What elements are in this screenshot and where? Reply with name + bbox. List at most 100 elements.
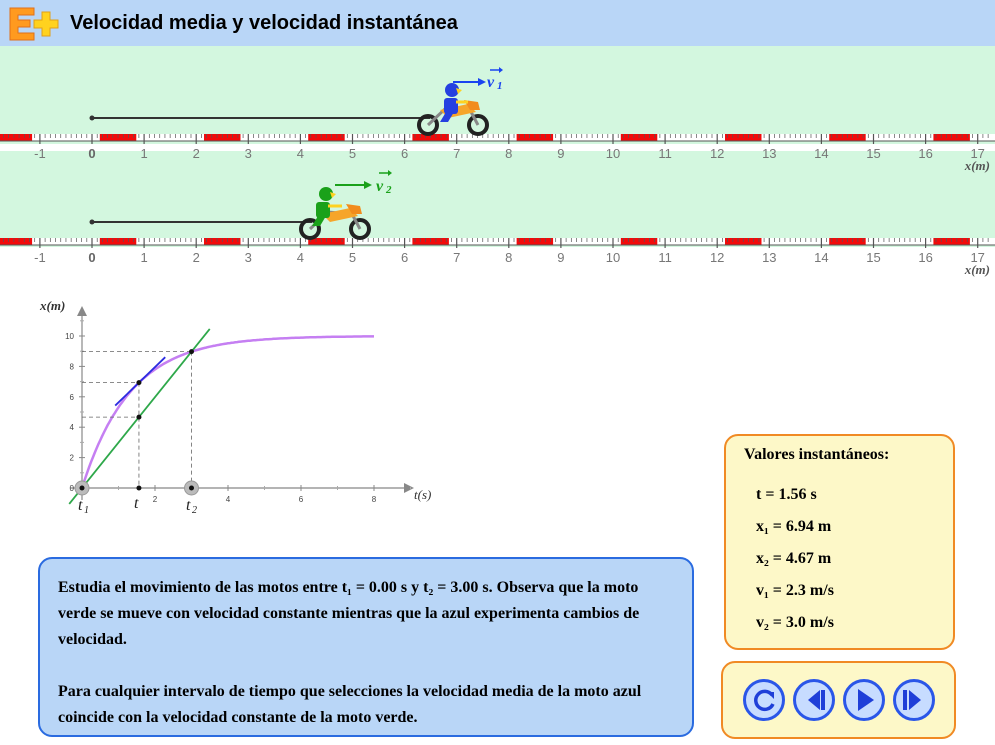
- lane-bike-1: [0, 46, 995, 144]
- step-forward-icon: [903, 690, 921, 710]
- app-header: Velocidad media y velocidad instantánea: [0, 0, 995, 46]
- playback-controls: [721, 661, 956, 739]
- ruler-tick-label: 7: [453, 146, 460, 161]
- step-back-icon: [808, 690, 825, 710]
- ruler-tick-label: 15: [866, 146, 880, 161]
- graph-x-tick-label: 4: [226, 495, 231, 504]
- t2-marker-label: t: [186, 497, 191, 514]
- ruler-tick-label: 17: [970, 250, 984, 265]
- ruler-tick-label: 16: [918, 146, 932, 161]
- description-paragraph-2: Para cualquier intervalo de tiempo que s…: [58, 683, 642, 726]
- graph-y-tick-label: 0: [70, 484, 75, 493]
- t1-handle-dot: [79, 485, 85, 491]
- ruler-lane-2: -1 0 1 2 3 4 5 6 7 8 9 10 11 12 13 14 15 16 17x(m): [0, 238, 995, 277]
- description-panel: Estudia el movimiento de las motos entre…: [38, 557, 694, 737]
- v1-label: v: [487, 74, 495, 91]
- graph-y-tick-label: 4: [70, 423, 75, 432]
- graph-y-tick-label: 2: [70, 454, 75, 463]
- ruler-tick-label: 16: [918, 250, 932, 265]
- value-x1: x₁ = 6.94 m: [756, 518, 832, 535]
- graph-y-arrow: [77, 306, 87, 316]
- position-time-graph: x(m) t(s) 0 2 4 6 8 10 2 4 6 8 t 1 t t 2: [39, 298, 431, 516]
- ruler-tick-label: 11: [658, 146, 672, 161]
- value-v2: v₂ = 3.0 m/s: [756, 614, 834, 631]
- v2-subscript: 2: [385, 184, 392, 196]
- ruler-tick-label: 3: [245, 146, 252, 161]
- ruler-axis-label: x(m): [964, 158, 990, 173]
- ruler-tick-label: 0: [88, 146, 95, 161]
- graph-y-tick-label: 6: [70, 393, 75, 402]
- ruler-tick-label: 17: [970, 146, 984, 161]
- play-button[interactable]: [843, 679, 885, 721]
- green-motorbike[interactable]: [299, 187, 371, 240]
- e-plus-logo: [9, 7, 59, 41]
- ruler-tick-label: 3: [245, 250, 252, 265]
- graph-x-axis-label: t(s): [414, 487, 431, 502]
- ruler-tick-label: 0: [88, 250, 95, 265]
- ruler-tick-label: 14: [814, 250, 828, 265]
- ruler-tick-label: 8: [505, 146, 512, 161]
- page-title: Velocidad media y velocidad instantánea: [70, 12, 458, 34]
- step-back-button[interactable]: [793, 679, 835, 721]
- bike-1-trail-start: [89, 115, 95, 121]
- blue-motorbike[interactable]: [417, 83, 489, 136]
- ruler-tick-label: 7: [453, 250, 460, 265]
- lane-bike-2: [0, 151, 995, 247]
- t-marker-label: t: [134, 495, 139, 512]
- t-handle[interactable]: [136, 485, 142, 491]
- ruler-tick-label: 13: [762, 146, 776, 161]
- ruler-tick-label: 4: [297, 250, 304, 265]
- ruler-tick-label: 10: [606, 146, 620, 161]
- t2-handle-dot: [189, 485, 194, 491]
- ruler-strip: [0, 238, 995, 245]
- value-x2: x₂ = 4.67 m: [756, 550, 832, 567]
- ruler-tick-label: 8: [505, 250, 512, 265]
- ruler-tick-label: 6: [401, 146, 408, 161]
- ruler-tick-label: -1: [34, 250, 46, 265]
- ruler-tick-label: 5: [349, 250, 356, 265]
- velocity-vector-2: v 2: [335, 170, 392, 196]
- ruler-tick-label: 11: [658, 250, 672, 265]
- v1-subscript: 1: [497, 80, 503, 92]
- point-green-at-t: [136, 414, 142, 420]
- t1-marker-sub: 1: [84, 505, 89, 516]
- reset-button[interactable]: [743, 679, 785, 721]
- t2-marker-sub: 2: [192, 505, 197, 516]
- ruler-tick-label: 6: [401, 250, 408, 265]
- value-t: t = 1.56 s: [756, 486, 817, 503]
- ruler-tick-label: 12: [710, 250, 724, 265]
- ruler-tick-label: 9: [557, 250, 564, 265]
- ruler-tick-label: -1: [34, 146, 46, 161]
- graph-y-tick-label: 10: [65, 332, 74, 341]
- ruler-tick-label: 13: [762, 250, 776, 265]
- point-blue-at-t: [136, 380, 142, 386]
- velocity-vector-1: v 1: [453, 67, 503, 92]
- ruler-strip: [0, 134, 995, 141]
- ruler-tick-label: 9: [557, 146, 564, 161]
- ruler-tick-label: 4: [297, 146, 304, 161]
- description-paragraph-1: Estudia el movimiento de las motos entre…: [58, 579, 640, 648]
- ruler-tick-label: 12: [710, 146, 724, 161]
- ruler-tick-label: 2: [193, 250, 200, 265]
- ruler-red-segment: [0, 134, 33, 141]
- bike-2-trail-start: [89, 219, 95, 225]
- position-curve-blue-bike: [80, 335, 374, 489]
- play-icon: [858, 689, 874, 711]
- ruler-tick-label: 1: [140, 250, 147, 265]
- instant-values-panel: Valores instantáneos: t = 1.56 s x₁ = 6.…: [724, 434, 955, 650]
- value-v1: v₁ = 2.3 m/s: [756, 582, 834, 599]
- graph-x-tick-label: 8: [372, 495, 377, 504]
- graph-x-arrow: [404, 483, 414, 493]
- t1-marker-label: t: [78, 497, 83, 514]
- track-area: -1 0 1 2 3 4 5 6 7 8 9 10 11 12 13 14 15 16 17x(m) -1 0 1 2 3 4…: [0, 67, 995, 277]
- graph-x-tick-label: 2: [153, 495, 158, 504]
- ruler-tick-label: 5: [349, 146, 356, 161]
- v2-label: v: [376, 178, 384, 195]
- step-forward-button[interactable]: [893, 679, 935, 721]
- graph-x-tick-label: 6: [299, 495, 304, 504]
- reset-icon: [754, 689, 775, 712]
- ruler-tick-label: 2: [193, 146, 200, 161]
- ruler-lane-1: -1 0 1 2 3 4 5 6 7 8 9 10 11 12 13 14 15 16 17x(m): [0, 134, 995, 173]
- ruler-tick-label: 15: [866, 250, 880, 265]
- graph-y-axis-label: x(m): [39, 298, 65, 313]
